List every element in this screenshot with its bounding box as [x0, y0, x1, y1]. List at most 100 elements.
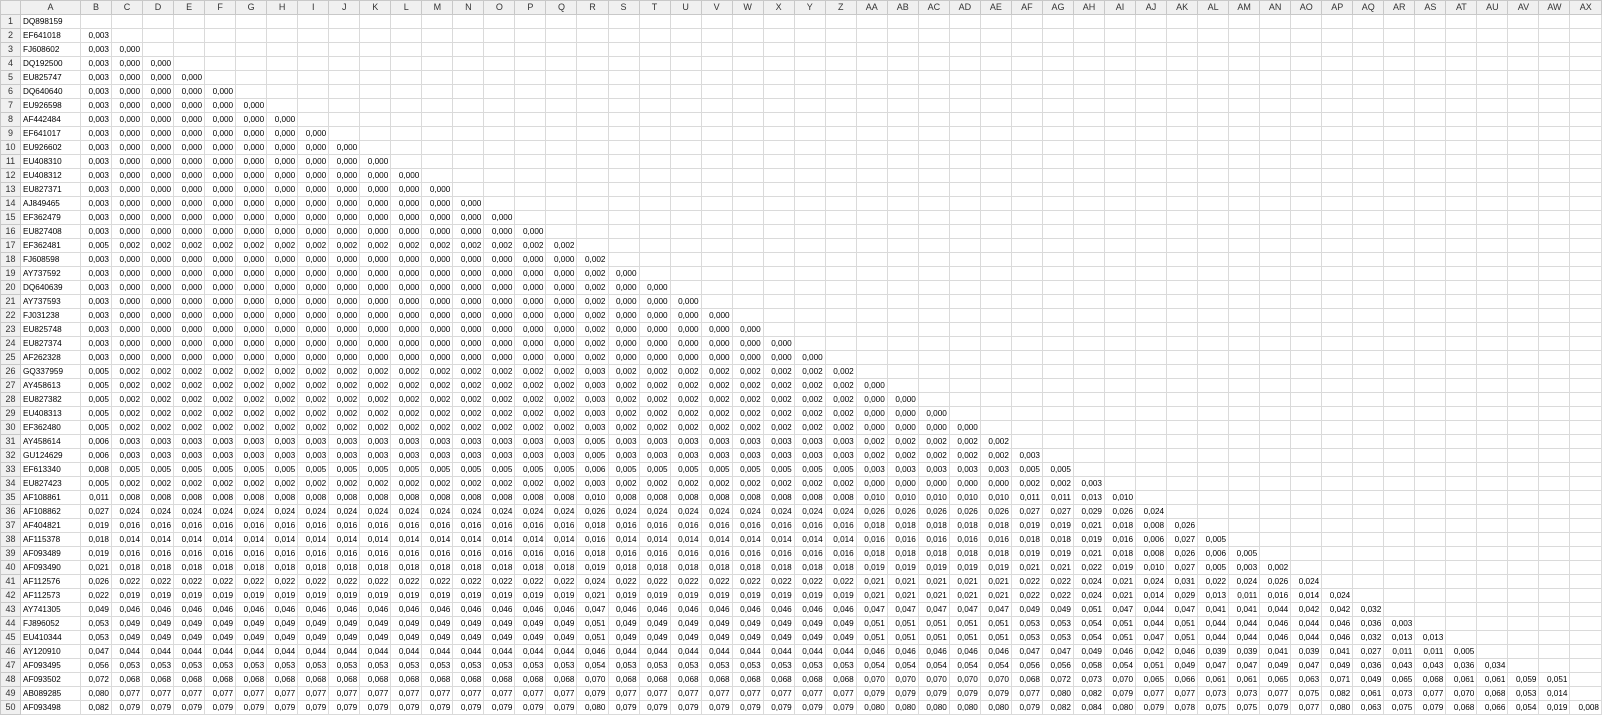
value-cell[interactable] [390, 14, 423, 29]
value-cell[interactable] [1383, 14, 1416, 29]
value-cell[interactable] [979, 364, 1012, 379]
value-cell[interactable] [204, 70, 237, 85]
value-cell[interactable]: 0,014 [235, 532, 268, 547]
value-cell[interactable] [1352, 448, 1385, 463]
value-cell[interactable] [979, 378, 1012, 393]
value-cell[interactable]: 0,008 [452, 490, 485, 505]
value-cell[interactable] [1476, 84, 1509, 99]
value-cell[interactable]: 0,000 [390, 224, 423, 239]
value-cell[interactable] [1414, 56, 1447, 71]
value-cell[interactable] [328, 56, 361, 71]
value-cell[interactable]: 0,005 [1228, 546, 1261, 561]
value-cell[interactable] [731, 84, 764, 99]
value-cell[interactable] [1383, 462, 1416, 477]
value-cell[interactable] [824, 42, 857, 57]
row-header[interactable]: 28 [0, 392, 21, 407]
value-cell[interactable]: 0,000 [359, 196, 392, 211]
value-cell[interactable] [1228, 504, 1261, 519]
value-cell[interactable] [1197, 266, 1230, 281]
value-cell[interactable]: 0,026 [886, 504, 919, 519]
value-cell[interactable] [1290, 42, 1323, 57]
value-cell[interactable]: 0,068 [328, 672, 361, 687]
value-cell[interactable] [1569, 462, 1602, 477]
value-cell[interactable]: 0,044 [824, 644, 857, 659]
value-cell[interactable]: 0,008 [545, 490, 578, 505]
value-cell[interactable]: 0,000 [607, 336, 640, 351]
value-cell[interactable]: 0,022 [359, 574, 392, 589]
value-cell[interactable] [917, 280, 950, 295]
value-cell[interactable] [669, 28, 702, 43]
value-cell[interactable]: 0,018 [1103, 518, 1137, 533]
value-cell[interactable]: 0,000 [886, 406, 919, 421]
value-cell[interactable]: 0,068 [173, 672, 206, 687]
value-cell[interactable]: 0,003 [110, 448, 144, 463]
value-cell[interactable] [110, 28, 144, 43]
value-cell[interactable]: 0,014 [390, 532, 423, 547]
value-cell[interactable] [1041, 378, 1074, 393]
value-cell[interactable]: 0,000 [204, 182, 237, 197]
value-cell[interactable] [1383, 266, 1416, 281]
value-cell[interactable]: 0,016 [297, 546, 330, 561]
value-cell[interactable] [483, 140, 516, 155]
value-cell[interactable] [421, 98, 454, 113]
value-cell[interactable] [1414, 476, 1447, 491]
value-cell[interactable] [1166, 392, 1199, 407]
accession-cell[interactable]: DQ640640 [19, 84, 81, 99]
value-cell[interactable]: 0,016 [328, 546, 361, 561]
value-cell[interactable] [1010, 420, 1043, 435]
value-cell[interactable] [1383, 560, 1416, 575]
value-cell[interactable] [1569, 518, 1602, 533]
value-cell[interactable] [1476, 476, 1509, 491]
value-cell[interactable]: 0,077 [204, 686, 237, 701]
value-cell[interactable] [1538, 238, 1571, 253]
value-cell[interactable]: 0,019 [110, 588, 144, 603]
value-cell[interactable] [173, 28, 206, 43]
value-cell[interactable] [979, 420, 1012, 435]
value-cell[interactable]: 0,000 [235, 210, 268, 225]
value-cell[interactable] [1197, 518, 1230, 533]
value-cell[interactable] [1135, 168, 1168, 183]
value-cell[interactable] [917, 238, 950, 253]
value-cell[interactable] [1228, 266, 1261, 281]
row-header[interactable]: 24 [0, 336, 21, 351]
value-cell[interactable] [824, 154, 857, 169]
value-cell[interactable] [1321, 196, 1354, 211]
value-cell[interactable] [1259, 238, 1292, 253]
value-cell[interactable]: 0,049 [235, 616, 268, 631]
value-cell[interactable] [1445, 616, 1478, 631]
value-cell[interactable] [948, 42, 981, 57]
accession-cell[interactable]: EF362481 [19, 238, 81, 253]
value-cell[interactable] [514, 126, 547, 141]
value-cell[interactable] [1321, 126, 1354, 141]
value-cell[interactable]: 0,000 [483, 350, 516, 365]
value-cell[interactable] [1507, 112, 1540, 127]
value-cell[interactable] [483, 182, 516, 197]
value-cell[interactable] [855, 238, 888, 253]
value-cell[interactable]: 0,011 [1228, 588, 1261, 603]
value-cell[interactable] [1538, 196, 1571, 211]
value-cell[interactable]: 0,002 [824, 420, 857, 435]
value-cell[interactable] [1103, 420, 1137, 435]
value-cell[interactable] [917, 126, 950, 141]
value-cell[interactable]: 0,000 [700, 336, 733, 351]
value-cell[interactable]: 0,044 [545, 644, 578, 659]
value-cell[interactable] [731, 98, 764, 113]
value-cell[interactable]: 0,022 [762, 574, 795, 589]
value-cell[interactable]: 0,003 [483, 434, 516, 449]
value-cell[interactable]: 0,079 [173, 700, 206, 715]
value-cell[interactable] [1507, 280, 1540, 295]
value-cell[interactable] [1414, 448, 1447, 463]
value-cell[interactable] [793, 224, 826, 239]
value-cell[interactable] [824, 140, 857, 155]
value-cell[interactable]: 0,044 [1228, 630, 1261, 645]
value-cell[interactable] [1290, 406, 1323, 421]
value-cell[interactable]: 0,024 [204, 504, 237, 519]
value-cell[interactable]: 0,000 [328, 294, 361, 309]
value-cell[interactable]: 0,000 [142, 168, 175, 183]
value-cell[interactable]: 0,046 [669, 602, 702, 617]
value-cell[interactable] [1507, 364, 1540, 379]
value-cell[interactable]: 0,075 [1383, 700, 1416, 715]
value-cell[interactable]: 0,079 [204, 700, 237, 715]
value-cell[interactable]: 0,073 [1228, 686, 1261, 701]
value-cell[interactable]: 0,005 [79, 420, 113, 435]
